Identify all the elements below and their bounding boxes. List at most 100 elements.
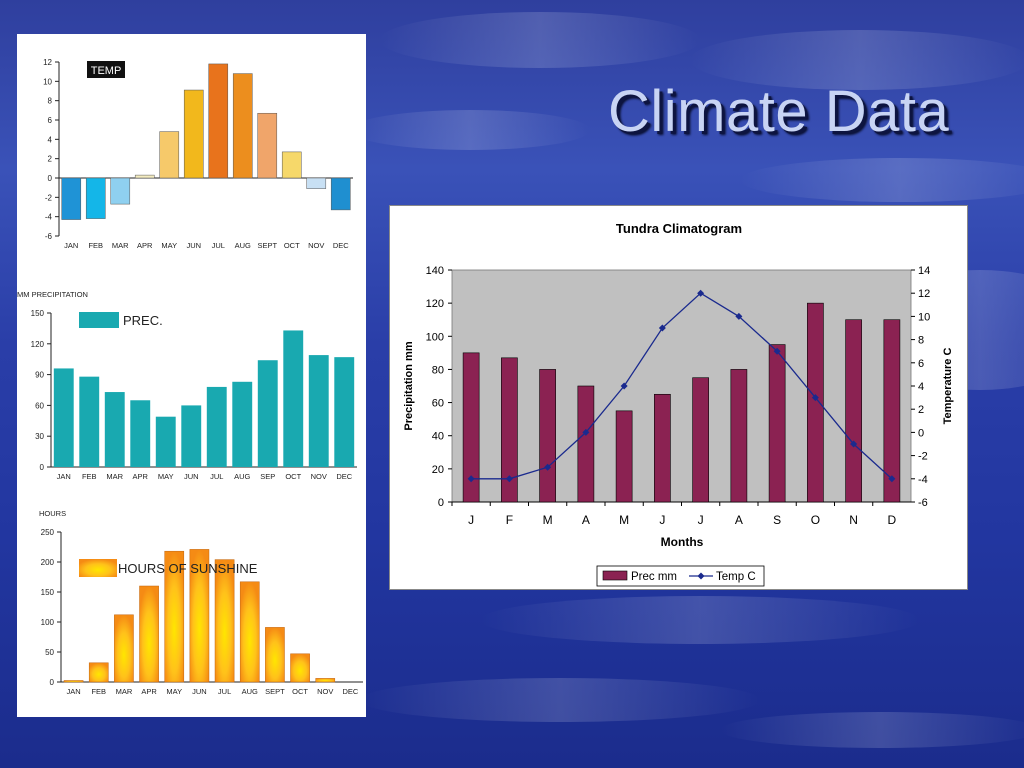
precipitation-bar xyxy=(232,381,253,467)
temp-bar xyxy=(85,177,106,219)
y2-tick-label: 4 xyxy=(918,381,924,393)
x-tick-label: OCT xyxy=(292,687,308,696)
y2-tick-label: -2 xyxy=(918,451,928,463)
slide-title: Climate Data xyxy=(608,79,950,144)
temp-bar xyxy=(306,177,327,189)
precipitation-bar xyxy=(462,352,480,503)
y2-tick-label: 14 xyxy=(918,265,930,277)
x-tick-label: FEB xyxy=(88,241,103,250)
temp-bar xyxy=(159,131,180,179)
x-tick-label: NOV xyxy=(308,241,324,250)
x-tick-label: JUL xyxy=(210,472,223,481)
x-tick-label: MAR xyxy=(116,687,133,696)
precipitation-bar xyxy=(155,416,176,467)
temperature-point xyxy=(544,463,552,471)
y-tick-label: 0 xyxy=(40,463,45,472)
sunshine-bar xyxy=(88,662,109,683)
y-tick-label: 150 xyxy=(31,309,45,318)
precipitation-bar xyxy=(615,410,633,503)
sunshine-bar xyxy=(239,581,260,683)
y-tick-label: 90 xyxy=(35,371,44,380)
y-tick-label: 12 xyxy=(43,58,52,67)
precipitation-bar-chart: MM PRECIPITATION 150 120 90 60 30 0 JAN FEB MAR AP… xyxy=(17,290,357,481)
temperature-point xyxy=(850,440,858,448)
y-tick-label: 120 xyxy=(426,298,444,310)
y-axis-title: HOURS xyxy=(39,509,66,518)
legend-swatch-prec xyxy=(602,570,628,581)
x-tick-label: MAY xyxy=(166,687,182,696)
y-axis-title: MM PRECIPITATION xyxy=(17,290,88,299)
temperature-point xyxy=(697,289,705,297)
x-tick-label: FEB xyxy=(91,687,106,696)
y-tick-label: -6 xyxy=(45,232,53,241)
precipitation-bar xyxy=(501,357,518,503)
precipitation-bar xyxy=(730,369,748,503)
y2-tick-label: 12 xyxy=(918,288,930,300)
x-tick-label: JAN xyxy=(66,687,80,696)
x-tick-label: O xyxy=(811,513,820,527)
temperature-point xyxy=(658,324,666,332)
y-tick-label: 120 xyxy=(31,340,45,349)
legend-label: TEMP xyxy=(91,65,122,77)
x-tick-label: MAR xyxy=(112,241,129,250)
x-tick-label: JAN xyxy=(64,241,78,250)
sunshine-bar xyxy=(63,680,84,683)
sunshine-bar xyxy=(265,627,285,683)
legend-label-temp: Temp C xyxy=(716,571,756,583)
y-tick-label: 40 xyxy=(432,431,444,443)
x-tick-label: MAY xyxy=(161,241,177,250)
temp-bar xyxy=(134,174,155,179)
precipitation-bar xyxy=(104,392,125,467)
y2-axis-title: Temperature C xyxy=(942,348,954,425)
plot-area xyxy=(451,269,912,503)
precipitation-bar xyxy=(654,393,671,503)
legend-swatch xyxy=(79,559,117,577)
legend-label: HOURS OF SUNSHINE xyxy=(118,561,258,576)
y-tick-label: 20 xyxy=(432,464,444,476)
legend-box xyxy=(87,61,125,78)
x-tick-label: JUN xyxy=(192,687,207,696)
x-tick-label: JUN xyxy=(184,472,199,481)
sunshine-bar xyxy=(290,653,310,683)
temp-bar xyxy=(257,112,278,179)
y-tick-label: 4 xyxy=(48,135,53,144)
precipitation-bar xyxy=(807,302,824,503)
precipitation-bar xyxy=(577,385,595,503)
x-tick-label: DEC xyxy=(336,472,352,481)
y-tick-label: 60 xyxy=(35,401,44,410)
sunshine-bar xyxy=(139,585,159,683)
temperature-point xyxy=(582,428,590,436)
x-axis-title: Months xyxy=(661,535,704,549)
y-tick-label: 100 xyxy=(41,618,55,627)
x-tick-label: NOV xyxy=(311,472,327,481)
precipitation-bar xyxy=(334,357,355,467)
x-tick-label: AUG xyxy=(234,472,250,481)
sunshine-bar xyxy=(164,550,185,683)
x-tick-label: APR xyxy=(137,241,153,250)
temperature-point xyxy=(620,382,628,390)
x-tick-label: M xyxy=(543,513,553,527)
sunshine-bar xyxy=(114,614,134,683)
x-tick-label: DEC xyxy=(342,687,358,696)
x-tick-label: J xyxy=(698,513,704,527)
x-tick-label: OCT xyxy=(284,241,300,250)
precipitation-bar xyxy=(53,368,74,467)
legend-label: PREC. xyxy=(123,313,163,328)
x-tick-label: MAR xyxy=(106,472,123,481)
y2-tick-label: 6 xyxy=(918,358,924,370)
precipitation-bar xyxy=(845,319,862,503)
temp-bar xyxy=(281,151,302,179)
y2-tick-label: -6 xyxy=(918,497,928,509)
temperature-point xyxy=(773,347,781,355)
temperature-point xyxy=(505,475,513,483)
y-tick-label: 250 xyxy=(41,528,55,537)
x-tick-label: DEC xyxy=(333,241,349,250)
y-tick-label: 60 xyxy=(432,398,444,410)
y-tick-label: 2 xyxy=(48,155,53,164)
precipitation-bar xyxy=(692,377,709,503)
y-tick-label: 6 xyxy=(48,116,53,125)
temperature-bar-chart: 12 10 8 6 4 2 0 -2 -4 -6 JAN FEB MAR APR MAY JUN JUL AUG S… xyxy=(43,58,353,250)
legend-swatch xyxy=(79,312,119,328)
sunshine-bar-chart: HOURS 250 200 150 100 50 0 JAN FEB MAR APR MAY JUN JU… xyxy=(39,509,363,696)
x-tick-label: JAN xyxy=(57,472,71,481)
